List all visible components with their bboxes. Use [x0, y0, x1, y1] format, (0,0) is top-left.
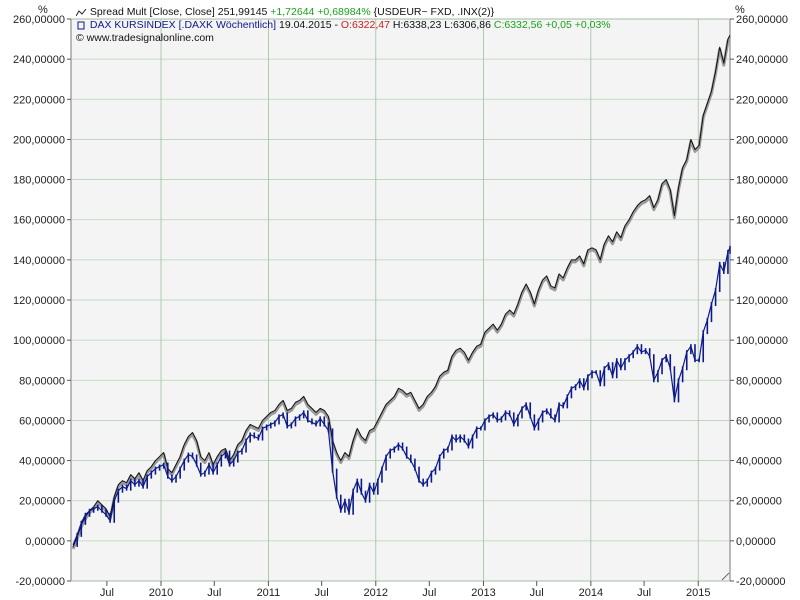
spread-mult-line — [72, 34, 731, 548]
y-tick-label-right: 180,00000 — [736, 175, 788, 187]
y-tick-label-right: 240,00000 — [736, 54, 788, 66]
legend-series-name: Spread Mult [Close, Close] — [89, 6, 215, 18]
legend-high-low: H:6338,23 L:6306,86 — [392, 19, 491, 31]
y-tick-label-left: 140,00000 — [13, 255, 65, 267]
legend-detail: {USDEUR~ FXD, .INX(2)} — [373, 6, 495, 18]
y-tick-label-right: 260,00000 — [736, 14, 788, 26]
x-tick-label: 2011 — [257, 587, 281, 599]
legend-open: O:6322,47 — [340, 19, 390, 31]
x-tick-label: Jul — [637, 587, 651, 599]
right-axis-unit: % — [735, 4, 745, 16]
legend-value: 251,99145 — [217, 6, 268, 18]
legend-series-name: DAX KURSINDEX [.DAXK Wöchentlich] — [89, 19, 277, 31]
y-tick-label-left: 180,00000 — [13, 175, 65, 187]
y-tick-label-left: 200,00000 — [13, 134, 65, 146]
y-tick-label-left: -20,00000 — [15, 576, 65, 588]
legend-date: 19.04.2015 — [278, 19, 332, 31]
y-tick-label-right: 0,00000 — [736, 536, 776, 548]
y-tick-label-left: 220,00000 — [13, 94, 65, 106]
y-tick-label-right: 140,00000 — [736, 255, 788, 267]
y-tick-label-right: 220,00000 — [736, 94, 788, 106]
y-tick-label-right: 100,00000 — [736, 335, 788, 347]
y-tick-label-left: 100,00000 — [13, 335, 65, 347]
x-tick-label: Jul — [530, 587, 544, 599]
y-tick-label-left: 60,00000 — [19, 415, 65, 427]
y-tick-label-right: -20,00000 — [736, 576, 786, 588]
y-tick-label-left: 160,00000 — [13, 215, 65, 227]
y-tick-label-right: 60,00000 — [736, 415, 782, 427]
legend-line-1[interactable]: Spread Mult [Close, Close] 251,99145 +1,… — [75, 6, 495, 18]
x-tick-label: 2012 — [364, 587, 388, 599]
x-tick-label: Jul — [100, 587, 114, 599]
x-tick-label: Jul — [422, 587, 436, 599]
x-tick-label: Jul — [207, 587, 221, 599]
spread-series-band — [71, 36, 732, 550]
legend-change: +1,72644 +0,68984% — [270, 6, 371, 18]
left-axis-unit: % — [38, 4, 48, 16]
x-tick-label: 2010 — [149, 587, 173, 599]
x-tick-label: 2014 — [579, 587, 603, 599]
y-tick-label-left: 240,00000 — [13, 54, 65, 66]
y-tick-label-right: 120,00000 — [736, 295, 788, 307]
ohlc-series-icon — [76, 21, 87, 30]
y-tick-label-right: 80,00000 — [736, 375, 782, 387]
legend-close: C:6332,56 +0,05 +0,03% — [493, 19, 611, 31]
x-tick-label: 2013 — [471, 587, 495, 599]
x-tick-label: Jul — [315, 587, 329, 599]
y-tick-label-left: 40,00000 — [19, 456, 65, 468]
y-tick-label-left: 0,00000 — [25, 536, 65, 548]
copyright-icon: © — [76, 32, 84, 44]
resize-grip-icon — [721, 572, 730, 581]
line-series-icon — [75, 8, 87, 17]
source-text: www.tradesignalonline.com — [86, 32, 214, 44]
y-tick-label-right: 40,00000 — [736, 456, 782, 468]
y-tick-label-left: 260,00000 — [13, 14, 65, 26]
y-tick-label-left: 80,00000 — [19, 375, 65, 387]
y-tick-label-left: 20,00000 — [19, 496, 65, 508]
y-tick-label-right: 200,00000 — [736, 134, 788, 146]
y-tick-label-right: 20,00000 — [736, 496, 782, 508]
x-tick-label: 2015 — [686, 587, 710, 599]
y-tick-label-left: 120,00000 — [13, 295, 65, 307]
y-tick-label-right: 160,00000 — [736, 215, 788, 227]
legend-source: © www.tradesignalonline.com — [76, 32, 214, 44]
legend-line-2[interactable]: DAX KURSINDEX [.DAXK Wöchentlich] 19.04.… — [76, 19, 611, 31]
